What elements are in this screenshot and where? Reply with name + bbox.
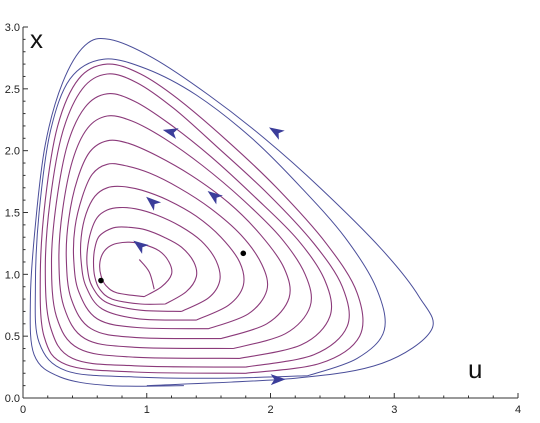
- direction-arrow-1: [270, 374, 286, 386]
- orbit-line-9: [79, 185, 245, 321]
- equilibrium-point-1: [98, 277, 104, 284]
- x-ticks: 0 1 2 3 4: [20, 393, 521, 416]
- arrow-layer: [133, 127, 286, 386]
- direction-arrow-2: [269, 127, 285, 140]
- equilibrium-point-2: [240, 250, 247, 257]
- orbit-line-11: [92, 226, 198, 305]
- orbit-line-4: [44, 73, 350, 368]
- y-tick-label: 1.0: [5, 269, 20, 281]
- y-axis-title: x: [30, 24, 43, 54]
- orbit-line-6: [58, 115, 312, 350]
- orbit-layer: [29, 37, 434, 387]
- orbit-line-7: [65, 139, 291, 340]
- y-tick-label: 3.0: [5, 22, 20, 34]
- y-tick-label: 0.0: [5, 393, 20, 405]
- y-tick-label: 1.5: [5, 208, 20, 220]
- x-tick-label: 4: [515, 404, 521, 416]
- direction-arrow-6: [133, 240, 149, 254]
- y-ticks: 0.0 0.5 1.0 1.5 2.0 2.5 3.0: [5, 22, 28, 405]
- x-tick-label: 0: [20, 404, 26, 416]
- direction-arrow-3: [162, 128, 179, 139]
- y-tick-label: 2.0: [5, 146, 20, 158]
- direction-arrow-4: [207, 191, 223, 205]
- orbit-line-2: [34, 58, 386, 379]
- orbit-line-1: [29, 37, 434, 387]
- direction-arrow-5: [146, 196, 162, 211]
- orbit-line-10: [86, 206, 221, 312]
- x-tick-label: 2: [267, 404, 273, 416]
- y-tick-label: 0.5: [5, 331, 20, 343]
- y-tick-label: 2.5: [5, 84, 20, 96]
- equilibrium-layer: [98, 250, 247, 284]
- orbit-line-12: [99, 241, 173, 298]
- orbit-line-5: [50, 93, 333, 359]
- orbit-line-3: [39, 63, 364, 374]
- x-tick-label: 3: [391, 404, 397, 416]
- orbit-line-13: [138, 259, 155, 290]
- x-axis-title: u: [468, 354, 482, 384]
- orbit-line-8: [72, 163, 269, 330]
- x-tick-label: 1: [144, 404, 150, 416]
